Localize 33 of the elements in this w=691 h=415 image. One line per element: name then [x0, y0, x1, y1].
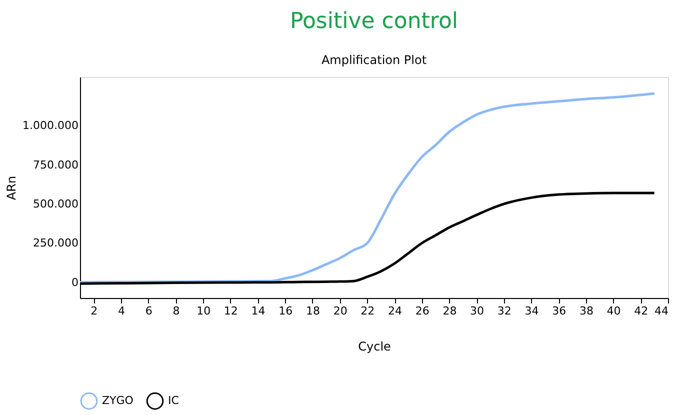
x-tick-label: 38 [579, 304, 594, 318]
x-tick-label: 36 [552, 304, 566, 318]
x-tick-label: 40 [606, 304, 621, 318]
y-tick-label: 500.000 [33, 197, 78, 210]
x-tick-label: 44 [654, 304, 668, 318]
x-tick-label: 8 [172, 304, 180, 318]
legend-label: ZYGO [102, 394, 134, 408]
x-tick-label: 12 [224, 304, 238, 318]
y-tick-label: 750.000 [33, 158, 78, 172]
x-tick-label: 30 [470, 304, 484, 318]
x-tick-label: 24 [388, 304, 402, 318]
y-tick-label: 0 [72, 276, 78, 289]
x-tick-label: 20 [333, 304, 348, 318]
legend-label: IC [168, 394, 180, 408]
x-tick-label: 10 [196, 304, 211, 318]
y-tick-label: 1.000.000 [22, 119, 78, 132]
x-tick-label: 14 [251, 304, 266, 318]
x-tick-label: 34 [524, 304, 539, 318]
x-tick-label: 42 [634, 304, 648, 318]
x-tick-label: 2 [90, 304, 98, 318]
x-tick-label: 32 [497, 304, 512, 318]
y-axis-title: ARn [4, 176, 19, 200]
x-tick-label: 6 [145, 304, 152, 318]
x-tick-label: 28 [442, 304, 457, 318]
chart-title: Positive control [290, 9, 458, 34]
x-tick-label: 22 [360, 304, 375, 318]
x-axis-title: Cycle [358, 340, 391, 354]
y-tick-label: 250.000 [33, 236, 78, 250]
x-tick-label: 26 [415, 304, 430, 318]
x-tick-label: 4 [118, 304, 126, 318]
chart-subtitle: Amplification Plot [321, 53, 427, 67]
x-tick-label: 16 [278, 304, 293, 318]
x-tick-label: 18 [306, 304, 320, 318]
